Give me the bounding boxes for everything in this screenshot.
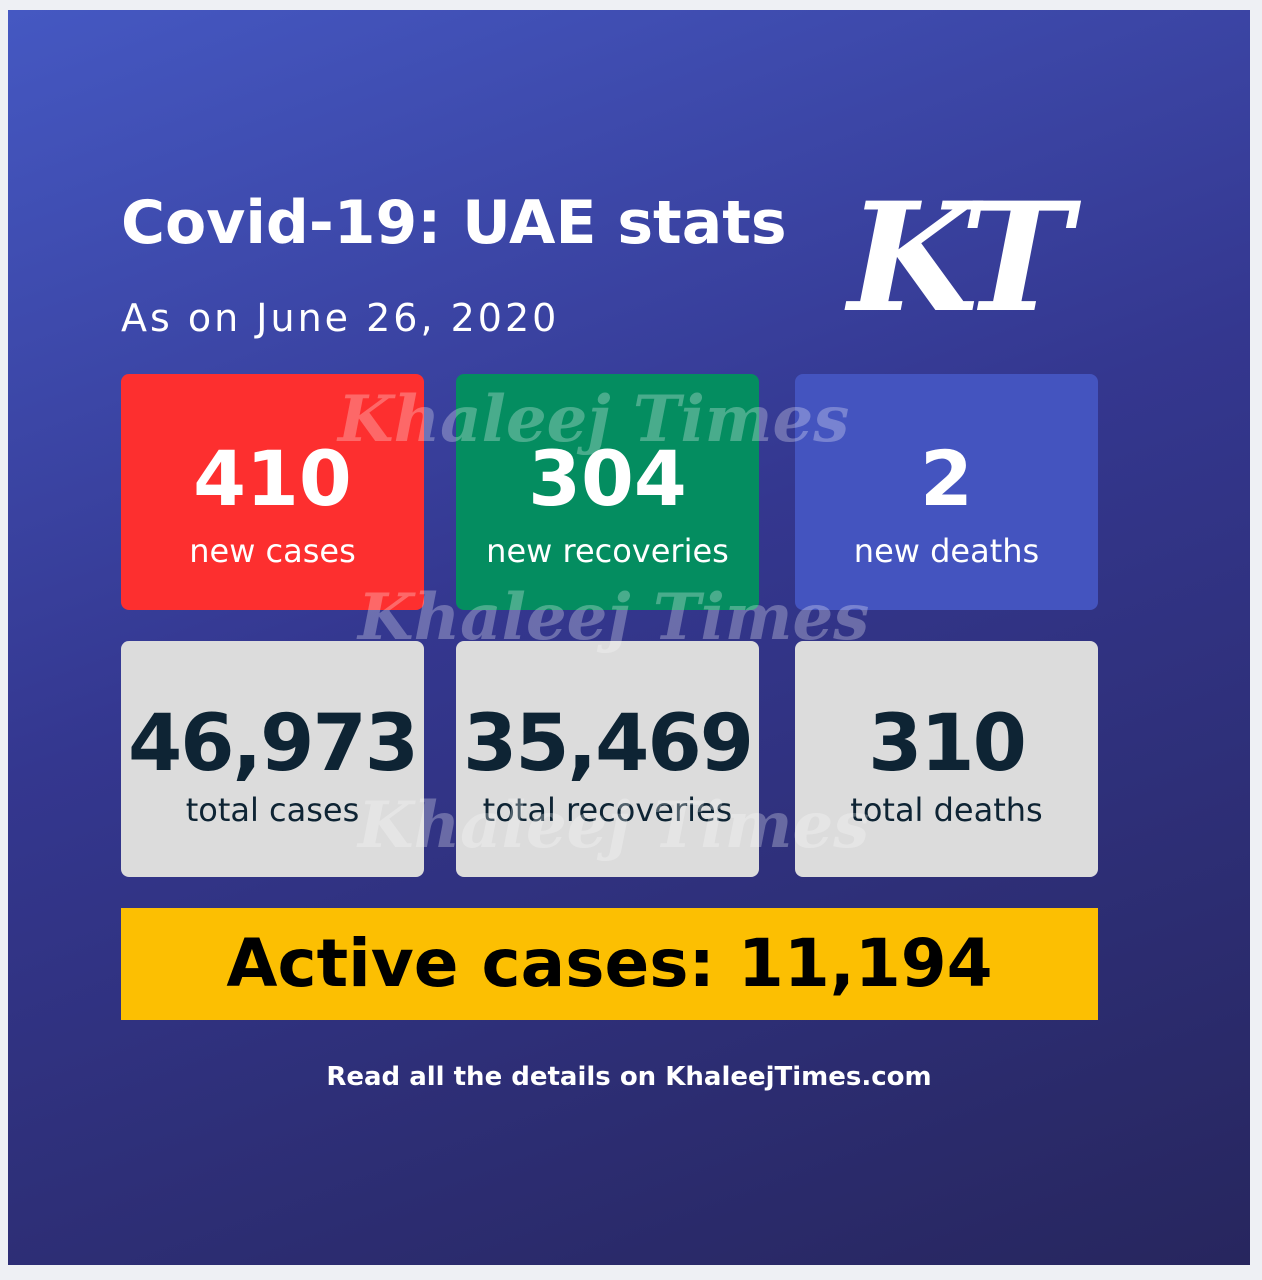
- stat-card: 410 new cases: [121, 374, 424, 610]
- watermark: Khaleej Times: [358, 580, 870, 655]
- stat-value: 310: [868, 699, 1027, 789]
- stat-card: 304 new recoveries: [456, 374, 759, 610]
- stat-label: new recoveries: [486, 532, 729, 570]
- stat-card: 310 total deaths: [795, 641, 1098, 877]
- stat-card: 35,469 total recoveries: [456, 641, 759, 877]
- watermark: Khaleej Times: [338, 382, 850, 457]
- subtitle: As on June 26, 2020: [121, 296, 560, 340]
- logo: KT: [848, 170, 1072, 346]
- watermark: Khaleej Times: [358, 788, 870, 863]
- footer: Read all the details on KhaleejTimes.com: [326, 1062, 932, 1092]
- infographic: Covid-19: UAE stats As on June 26, 2020 …: [8, 10, 1250, 1265]
- stat-value: 410: [193, 434, 352, 523]
- title: Covid-19: UAE stats: [121, 188, 787, 258]
- stat-label: total cases: [185, 791, 360, 829]
- stat-value: 46,973: [128, 699, 419, 789]
- stat-label: total recoveries: [482, 791, 733, 829]
- stat-card: 2 new deaths: [795, 374, 1098, 610]
- stat-label: total deaths: [850, 791, 1043, 829]
- stat-value: 35,469: [463, 699, 754, 789]
- stat-label: new cases: [189, 532, 356, 570]
- stat-value: 304: [528, 434, 687, 523]
- stat-value: 2: [920, 434, 973, 523]
- active-cases-banner: Active cases: 11,194: [121, 908, 1098, 1020]
- stat-label: new deaths: [853, 532, 1040, 570]
- stat-card: 46,973 total cases: [121, 641, 424, 877]
